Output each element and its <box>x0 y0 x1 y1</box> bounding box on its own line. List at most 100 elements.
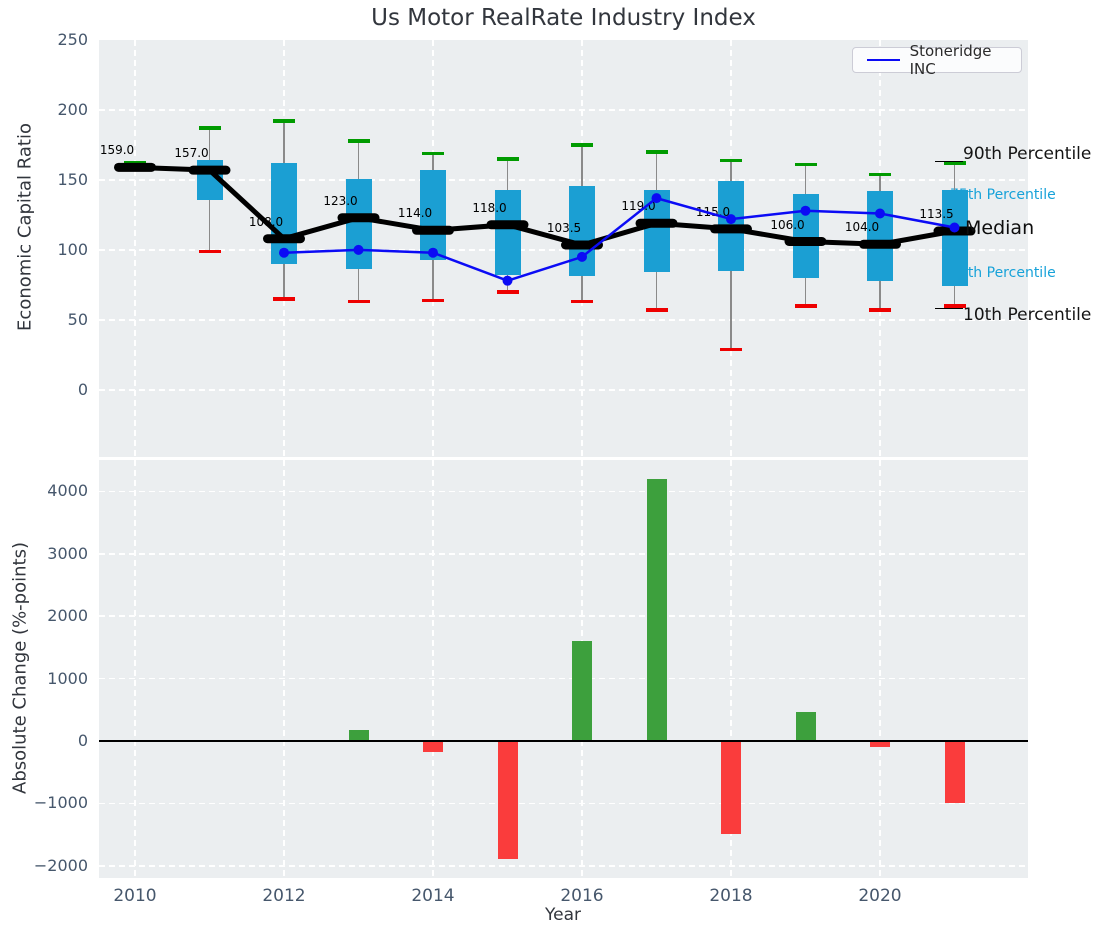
gridline-h <box>99 319 1028 321</box>
gridline-v <box>730 460 732 878</box>
median-marker <box>710 224 752 234</box>
gridline-h <box>99 677 1028 680</box>
median-value-label: 114.0 <box>397 206 433 221</box>
stoneridge-marker <box>353 244 364 255</box>
iqr-box <box>271 163 297 264</box>
zero-axis-line <box>99 740 1028 742</box>
bottom-y-tick-label: 2000 <box>47 606 88 626</box>
change-bar <box>497 740 518 859</box>
legend-line-sample <box>867 59 900 61</box>
median-value-label: 106.0 <box>770 217 805 232</box>
iqr-box <box>941 189 968 287</box>
median-marker <box>486 220 529 230</box>
stoneridge-line <box>282 196 956 283</box>
change-bar <box>572 641 592 741</box>
median-value-label: 119.0 <box>621 199 656 214</box>
top-y-tick-label: 50 <box>67 309 88 329</box>
whisker-cap-10th <box>422 298 444 303</box>
whisker-cap-10th <box>198 249 221 254</box>
change-bar <box>348 729 369 741</box>
gridline-h <box>99 249 1028 251</box>
whisker-cap-90th <box>645 150 668 154</box>
median-value-label: 104.0 <box>844 220 880 235</box>
top-y-axis-label: Economic Capital Ratio <box>14 123 36 331</box>
change-bar <box>646 478 667 741</box>
iqr-box <box>494 189 521 276</box>
top-y-tick-label: 200 <box>57 99 88 119</box>
gridline-v <box>432 460 434 878</box>
x-axis-label: Year <box>545 905 581 925</box>
stoneridge-marker <box>279 247 289 258</box>
gridline-h <box>99 109 1028 111</box>
legend: Stoneridge INC <box>852 42 1022 78</box>
median-value-label: 123.0 <box>323 193 358 208</box>
x-tick-label: 2016 <box>560 886 604 906</box>
median-marker <box>859 239 901 249</box>
stoneridge-marker <box>428 247 438 258</box>
change-bar <box>870 740 890 747</box>
top-plot-area: 75th Percentile 25th Percentile 159.0 157… <box>99 40 1091 457</box>
median-marker <box>114 162 156 172</box>
gridline-h <box>99 490 1028 493</box>
median-marker <box>784 237 827 247</box>
top-y-tick-label: 100 <box>57 239 88 259</box>
x-tick-label: 2014 <box>411 886 455 906</box>
whisker-cap-90th <box>869 172 891 177</box>
whisker-cap-90th <box>198 126 221 130</box>
whisker-cap-10th <box>943 304 966 308</box>
whisker-cap-90th <box>273 119 295 123</box>
whisker-cap-90th <box>794 162 817 167</box>
annotation-connector-10th <box>935 308 963 309</box>
stoneridge-marker <box>726 214 736 225</box>
gridline-v <box>134 40 136 457</box>
median-value-label: 159.0 <box>99 143 135 158</box>
gridline-h <box>99 179 1028 181</box>
x-tick-label: 2018 <box>709 886 753 906</box>
bottom-y-tick-label: 1000 <box>47 668 88 688</box>
annotation-75th-percentile: 75th Percentile <box>950 187 1056 203</box>
gridline-v <box>134 460 136 878</box>
bottom-y-tick-label: −1000 <box>33 793 88 813</box>
bottom-y-tick-label: −2000 <box>33 855 88 875</box>
whisker-cap-10th <box>571 299 593 304</box>
change-bar <box>423 740 443 753</box>
whisker-cap-90th <box>943 161 966 165</box>
annotation-25th-percentile: 25th Percentile <box>950 265 1056 281</box>
gridline-h <box>99 865 1028 867</box>
bottom-y-tick-label: 4000 <box>47 481 88 501</box>
x-tick-label: 2010 <box>113 886 157 906</box>
median-value-label: 113.5 <box>919 207 954 221</box>
whisker-cap-90th <box>720 158 742 163</box>
whisker-cap-10th <box>720 347 742 351</box>
whisker-cap-10th <box>273 297 295 301</box>
x-tick-label: 2020 <box>858 886 902 906</box>
median-line <box>132 164 957 248</box>
gridline-h <box>99 615 1028 617</box>
top-y-tick-label: 150 <box>57 169 88 189</box>
whisker-cap-90th <box>571 143 593 147</box>
whisker-cap-90th <box>347 139 370 143</box>
whisker-cap-10th <box>645 308 668 312</box>
median-value-label: 103.5 <box>546 221 582 235</box>
gridline-v <box>283 460 285 878</box>
iqr-box <box>867 191 893 281</box>
median-marker <box>337 213 380 223</box>
whisker-cap-10th <box>794 304 817 308</box>
bottom-y-tick-label: 0 <box>77 730 88 750</box>
change-bar <box>944 740 965 803</box>
median-value-label: 118.0 <box>472 200 507 215</box>
gridline-h <box>99 389 1028 391</box>
gridline-h <box>99 802 1028 805</box>
whisker-cap-90th <box>422 151 444 156</box>
top-y-tick-label: 0 <box>77 379 88 399</box>
median-marker <box>412 225 454 235</box>
annotation-10th-percentile: 10th Percentile <box>963 305 1092 325</box>
annotation-median: Median <box>965 217 1035 239</box>
chart-title: Us Motor RealRate Industry Index <box>371 5 756 31</box>
median-marker <box>635 218 678 228</box>
whisker-cap-10th <box>869 308 891 312</box>
median-value-label: 157.0 <box>174 146 209 161</box>
gridline-h <box>99 553 1028 555</box>
stoneridge-marker <box>502 275 513 286</box>
